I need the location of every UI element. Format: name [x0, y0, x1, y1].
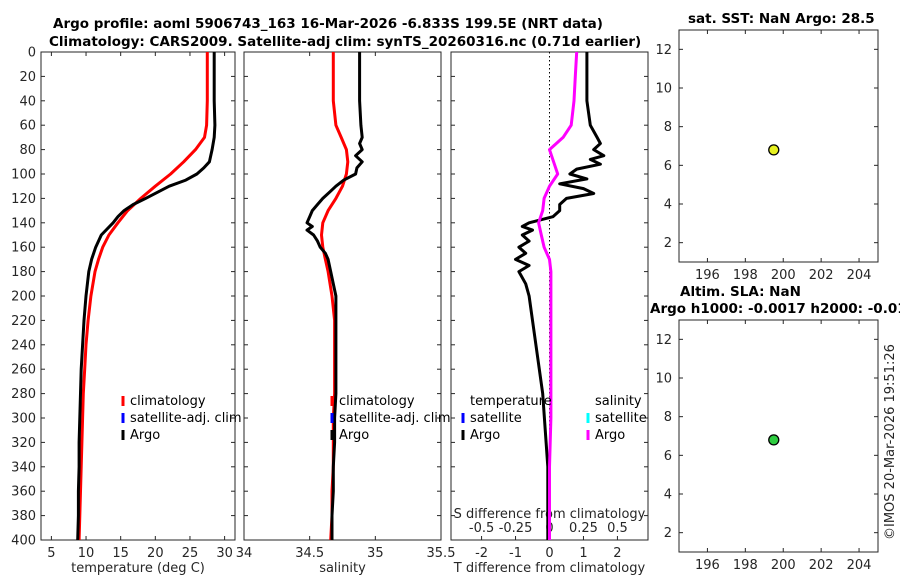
- depth-tick-label: 200: [11, 290, 36, 305]
- difference-legend-s-label: satellite: [595, 411, 647, 426]
- difference-xtick-label: 2: [613, 546, 621, 561]
- salinity-profile-xtick-label: 34.5: [295, 546, 324, 561]
- depth-tick-label: 220: [11, 314, 36, 329]
- sla-panel-xtick-label: 200: [771, 558, 796, 573]
- salinity-diff-tick-label: -0.5: [469, 521, 494, 536]
- difference-xlabel: T difference from climatology: [453, 561, 646, 576]
- salinity-profile-xtick-label: 35: [367, 546, 384, 561]
- difference-legend-temperature-header: temperature: [470, 394, 552, 409]
- difference-xtick-label: 0: [545, 546, 553, 561]
- temperature-legend-label: satellite-adj. clim: [130, 411, 242, 426]
- sla-panel-frame: [678, 319, 879, 553]
- sla-title-1: Altim. SLA: NaN: [680, 284, 801, 300]
- sst-panel-xtick-label: 202: [809, 268, 834, 283]
- salinity-legend-label: climatology: [339, 394, 415, 409]
- difference-legend-t-label: satellite: [470, 411, 522, 426]
- sla-panel-xtick-label: 202: [809, 558, 834, 573]
- salinity-legend-label: satellite-adj. clim: [339, 411, 451, 426]
- salinity-profile-xtick-label: 35.5: [427, 546, 456, 561]
- depth-tick-label: 240: [11, 338, 36, 353]
- temperature-profile-series-argo: [76, 52, 217, 541]
- depth-tick-label: 80: [19, 143, 36, 158]
- sst-panel-ytick-label: 4: [664, 198, 672, 213]
- temperature-profile-xtick-label: 25: [182, 546, 199, 561]
- depth-tick-label: 40: [19, 94, 36, 109]
- depth-tick-label: 380: [11, 509, 36, 524]
- depth-tick-label: 280: [11, 387, 36, 402]
- salinity-profile-frame: [243, 51, 442, 541]
- depth-tick-label: 140: [11, 216, 36, 231]
- depth-tick-label: 340: [11, 460, 36, 475]
- depth-tick-label: 180: [11, 265, 36, 280]
- depth-tick-label: 120: [11, 192, 36, 207]
- temperature-profile-xtick-label: 20: [147, 546, 164, 561]
- temperature-profile-xtick-label: 15: [112, 546, 129, 561]
- sla-panel-ytick-label: 6: [664, 449, 672, 464]
- depth-tick-label: 60: [19, 119, 36, 134]
- difference-legend-t-label: Argo: [470, 428, 500, 443]
- title-line-2: Climatology: CARS2009. Satellite-adj cli…: [49, 34, 641, 50]
- difference-series-s-difference-argo: [537, 51, 579, 540]
- sla-panel-ytick-label: 10: [655, 372, 672, 387]
- depth-tick-label: 0: [28, 46, 36, 61]
- difference-xtick-label: -2: [475, 546, 488, 561]
- sst-panel-xtick-label: 204: [847, 268, 872, 283]
- depth-tick-label: 260: [11, 363, 36, 378]
- difference-legend-salinity-header: salinity: [595, 394, 642, 409]
- sst-panel-ytick-label: 12: [655, 43, 672, 58]
- difference-legend-s-label: Argo: [595, 428, 625, 443]
- difference-series-t-difference-argo: [514, 52, 606, 540]
- depth-tick-label: 160: [11, 241, 36, 256]
- temperature-profile-xtick-label: 10: [78, 546, 95, 561]
- sla-panel-xtick-label: 204: [847, 558, 872, 573]
- salinity-diff-tick-label: -0.25: [499, 521, 533, 536]
- temperature-profile-series-climatology: [77, 52, 209, 541]
- temperature-profile-xlabel: temperature (deg C): [71, 561, 205, 576]
- salinity-legend-label: Argo: [339, 428, 369, 443]
- salinity-profile-xlabel: salinity: [319, 561, 366, 576]
- sla-panel-ytick-label: 2: [664, 526, 672, 541]
- sst-panel-ytick-label: 10: [655, 82, 672, 97]
- temperature-profile-xtick-label: 30: [216, 546, 233, 561]
- difference-xtick-label: 1: [579, 546, 587, 561]
- sst-panel-point: [768, 144, 780, 156]
- depth-tick-label: 360: [11, 485, 36, 500]
- title-line-1: Argo profile: aoml 5906743_163 16-Mar-20…: [53, 16, 603, 32]
- difference-xtick-label: -1: [509, 546, 522, 561]
- sst-panel-xtick-label: 198: [733, 268, 758, 283]
- depth-tick-label: 320: [11, 436, 36, 451]
- sst-panel-ytick-label: 8: [664, 120, 672, 135]
- sst-panel-xtick-label: 196: [695, 268, 720, 283]
- sst-panel-ytick-label: 2: [664, 236, 672, 251]
- salinity-profile-xtick-label: 34: [236, 546, 253, 561]
- depth-tick-label: 20: [19, 70, 36, 85]
- depth-tick-label: 300: [11, 412, 36, 427]
- sla-panel-xtick-label: 198: [733, 558, 758, 573]
- sla-panel-point: [768, 434, 780, 446]
- sst-panel-frame: [678, 29, 879, 263]
- temperature-profile-xtick-label: 5: [47, 546, 55, 561]
- sla-panel-ytick-label: 4: [664, 488, 672, 503]
- sst-panel-ytick-label: 6: [664, 159, 672, 174]
- timestamp: ©IMOS 20-Mar-2026 19:51:26: [883, 344, 898, 540]
- temperature-legend-label: climatology: [130, 394, 206, 409]
- salinity-profile-series-argo: [305, 52, 364, 540]
- sla-panel-ytick-label: 8: [664, 410, 672, 425]
- salinity-diff-tick-label: 0.5: [607, 521, 628, 536]
- temperature-legend-label: Argo: [130, 428, 160, 443]
- sla-title-2: Argo h1000: -0.0017 h2000: -0.01: [650, 301, 900, 317]
- depth-tick-label: 400: [11, 534, 36, 549]
- sst-title: sat. SST: NaN Argo: 28.5: [688, 11, 875, 27]
- sla-panel-ytick-label: 12: [655, 333, 672, 348]
- salinity-diff-tick-label: 0.25: [569, 521, 598, 536]
- depth-tick-label: 100: [11, 168, 36, 183]
- sla-panel-xtick-label: 196: [695, 558, 720, 573]
- sst-panel-xtick-label: 200: [771, 268, 796, 283]
